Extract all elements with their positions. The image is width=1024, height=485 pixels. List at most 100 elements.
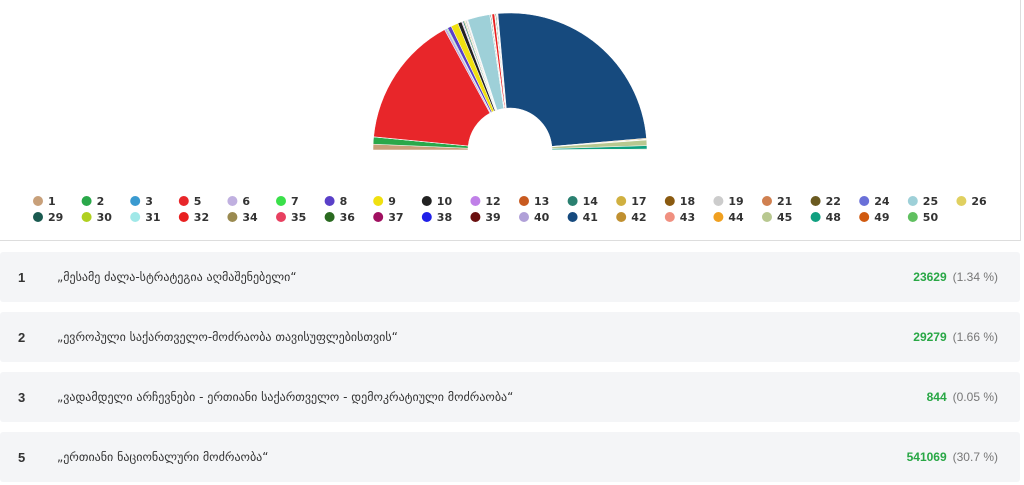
legend-marker	[178, 196, 189, 206]
legend-marker	[324, 196, 335, 206]
legend-marker	[956, 196, 967, 206]
legend-marker	[810, 212, 821, 222]
legend-label: 44	[728, 211, 744, 224]
legend-marker	[762, 196, 772, 206]
legend-marker	[664, 196, 675, 206]
result-row: 2 „ევროპული საქართველო-მოძრაობა თავისუფლე…	[0, 312, 1020, 362]
legend-label: 36	[340, 211, 356, 224]
legend-label: 37	[388, 211, 403, 224]
legend-label: 26	[971, 195, 987, 208]
legend-label: 40	[534, 211, 550, 224]
party-name: „მესამე ძალა-სტრატეგია აღმაშენებელი“	[57, 270, 297, 284]
legend-marker	[324, 212, 335, 222]
percent: (1.66 %)	[952, 330, 998, 344]
legend-marker	[178, 212, 189, 222]
legend-label: 48	[826, 211, 841, 224]
legend-label: 31	[145, 211, 160, 224]
legend-label: 13	[534, 195, 549, 208]
legend-marker	[421, 212, 432, 222]
legend-label: 49	[874, 211, 889, 224]
legend-marker	[907, 212, 918, 222]
legend-marker	[130, 196, 141, 206]
votes: 844	[926, 390, 947, 404]
legend-marker	[713, 212, 724, 222]
legend-label: 32	[194, 211, 209, 224]
legend-label: 2	[97, 195, 105, 208]
legend-label: 21	[777, 195, 792, 208]
legend-label: 42	[631, 211, 646, 224]
legend-marker	[33, 212, 43, 222]
party-number: 2	[18, 329, 26, 345]
chart-panel: 1 2 3 5 6 7 8 9 10 12 13 14 17 18 19 21 22 24 25 26 29 30 31 32…	[0, 0, 1021, 241]
legend-marker	[664, 212, 675, 222]
legend-label: 14	[583, 195, 599, 208]
legend-marker	[130, 212, 141, 222]
result-values: 23629 (1.34 %)	[913, 270, 998, 284]
legend-marker	[81, 196, 92, 206]
party-name: „ევროპული საქართველო-მოძრაობა თავისუფლებ…	[57, 330, 398, 344]
percent: (1.34 %)	[952, 270, 998, 284]
legend-label: 29	[48, 211, 63, 224]
votes: 29279	[913, 330, 947, 344]
percent: (30.7 %)	[952, 450, 998, 464]
legend-marker	[713, 196, 724, 206]
result-row: 3 „ვადამდელი არჩევნები - ერთიანი საქართვე…	[0, 372, 1020, 422]
party-name: „ვადამდელი არჩევნები - ერთიანი საქართველ…	[57, 390, 514, 404]
legend-label: 3	[145, 195, 153, 208]
slice	[373, 29, 491, 147]
legend-marker	[519, 196, 529, 206]
legend-marker	[616, 212, 627, 222]
legend-marker	[373, 196, 384, 206]
party-number: 5	[18, 449, 26, 465]
legend-label: 35	[291, 211, 306, 224]
legend-marker	[810, 196, 821, 206]
party-number: 1	[18, 269, 26, 285]
party-name: „ერთიანი ნაციონალური მოძრაობა“	[57, 450, 269, 464]
percent: (0.05 %)	[952, 390, 998, 404]
legend-marker	[227, 212, 238, 222]
legend-label: 43	[680, 211, 695, 224]
legend-marker	[276, 196, 286, 206]
legend-label: 34	[242, 211, 258, 224]
legend-marker	[859, 212, 870, 222]
legend-marker	[616, 196, 627, 206]
result-values: 29279 (1.66 %)	[913, 330, 998, 344]
legend-marker	[470, 212, 481, 222]
legend-label: 45	[777, 211, 792, 224]
votes: 23629	[913, 270, 947, 284]
legend-label: 50	[923, 211, 939, 224]
legend-marker	[762, 212, 772, 222]
legend-marker	[33, 196, 43, 206]
legend-label: 24	[874, 195, 890, 208]
legend-label: 8	[340, 195, 348, 208]
result-row: 1 „მესამე ძალა-სტრატეგია აღმაშენებელი“ 236…	[0, 252, 1020, 302]
legend-label: 41	[583, 211, 598, 224]
legend-marker	[567, 196, 578, 206]
legend-marker	[81, 212, 92, 222]
result-values: 541069 (30.7 %)	[907, 450, 998, 464]
legend-label: 9	[388, 195, 396, 208]
result-values: 844 (0.05 %)	[927, 390, 998, 404]
legend-marker	[421, 196, 432, 206]
party-number: 3	[18, 389, 26, 405]
votes: 541069	[906, 450, 947, 464]
legend-label: 19	[728, 195, 743, 208]
legend-label: 1	[48, 195, 56, 208]
legend-marker	[373, 212, 384, 222]
legend-label: 17	[631, 195, 646, 208]
legend-label: 6	[242, 195, 250, 208]
legend-marker	[470, 196, 481, 206]
legend-label: 10	[437, 195, 453, 208]
legend-label: 39	[485, 211, 500, 224]
legend-marker	[859, 196, 870, 206]
result-row: 5 „ერთიანი ნაციონალური მოძრაობა“ 541069 (30…	[0, 432, 1020, 482]
legend-label: 5	[194, 195, 202, 208]
legend-label: 7	[291, 195, 299, 208]
legend-label: 22	[826, 195, 841, 208]
legend-label: 25	[923, 195, 938, 208]
legend-marker	[519, 212, 529, 222]
legend-marker	[276, 212, 286, 222]
legend-marker	[227, 196, 238, 206]
